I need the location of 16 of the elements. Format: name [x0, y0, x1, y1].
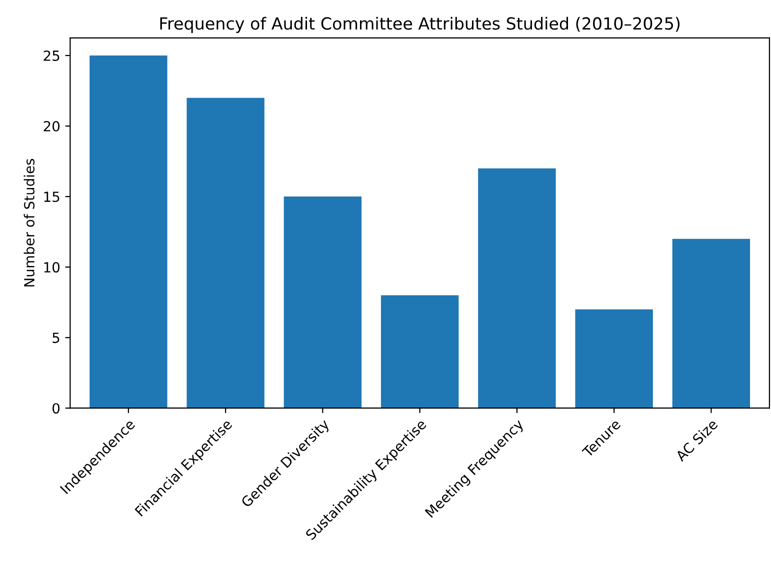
bar [575, 309, 653, 408]
bar [90, 56, 168, 408]
bar [380, 295, 459, 408]
y-tick-label: 20 [44, 121, 60, 132]
bar [284, 196, 362, 408]
x-tick-label: AC Size [674, 418, 718, 462]
y-tick-label: 0 [52, 403, 60, 414]
y-axis-title: Number of Studies [24, 158, 35, 286]
bar [672, 238, 750, 408]
y-tick-label: 25 [44, 50, 60, 61]
chart-title: Frequency of Audit Committee Attributes Studied (2010–2025) [160, 16, 680, 34]
bar [186, 98, 264, 408]
y-tick-label: 10 [44, 262, 60, 273]
bar [478, 168, 556, 408]
y-tick-label: 15 [44, 192, 60, 202]
y-tick-label: 5 [52, 332, 60, 344]
